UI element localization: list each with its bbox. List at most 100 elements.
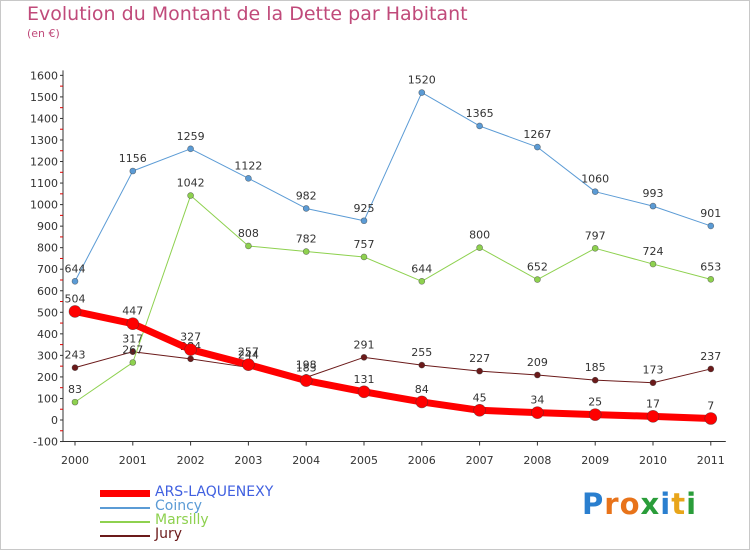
data-point-ars-laquenexy — [126, 317, 140, 331]
x-tick-label: 2006 — [408, 454, 436, 467]
data-point-marsilly — [418, 277, 426, 285]
data-label-coincy: 1060 — [581, 173, 609, 186]
data-label-jury: 243 — [65, 349, 86, 362]
logo-letter: r — [604, 487, 620, 521]
data-point-marsilly — [245, 242, 252, 250]
data-point-coincy — [707, 222, 715, 230]
data-label-ars-laquenexy: 447 — [122, 305, 143, 318]
data-point-jury — [418, 361, 426, 369]
data-label-ars-laquenexy: 257 — [238, 346, 259, 359]
x-tick-label: 2000 — [61, 454, 89, 467]
data-label-ars-laquenexy: 34 — [530, 394, 544, 407]
logo-letter: t — [671, 487, 687, 521]
legend-swatch-marsilly — [100, 521, 150, 523]
x-tick-label: 2002 — [177, 454, 205, 467]
data-label-ars-laquenexy: 45 — [473, 391, 487, 404]
data-point-jury — [187, 355, 194, 363]
data-label-coincy: 1122 — [234, 159, 262, 172]
data-point-jury — [476, 367, 483, 375]
data-label-marsilly: 653 — [700, 260, 721, 273]
chart-title: Evolution du Montant de la Dette par Hab… — [27, 3, 468, 25]
data-point-jury — [591, 376, 599, 384]
y-tick-label: 1000 — [30, 199, 58, 212]
x-tick-label: 2001 — [119, 454, 147, 467]
x-tick-label: 2004 — [292, 454, 320, 467]
x-tick-label: 2003 — [234, 454, 262, 467]
data-point-ars-laquenexy — [415, 395, 429, 409]
data-label-marsilly: 724 — [643, 245, 664, 258]
data-label-coincy: 925 — [354, 202, 375, 215]
data-label-coincy: 993 — [643, 187, 664, 200]
data-label-marsilly: 782 — [296, 233, 317, 246]
data-point-ars-laquenexy — [299, 374, 313, 387]
data-label-marsilly: 800 — [469, 229, 490, 242]
data-label-ars-laquenexy: 7 — [707, 399, 714, 412]
legend-label-marsilly: Marsilly — [155, 512, 209, 528]
data-label-coincy: 1259 — [177, 130, 205, 143]
data-label-jury: 185 — [585, 361, 606, 374]
data-label-marsilly: 644 — [411, 262, 432, 275]
y-tick-label: 1100 — [30, 177, 58, 190]
data-point-marsilly — [129, 359, 137, 366]
data-label-ars-laquenexy: 25 — [588, 396, 602, 409]
data-label-jury: 198 — [296, 358, 317, 371]
data-point-coincy — [187, 145, 194, 153]
data-point-jury — [534, 371, 541, 379]
legend-swatch-coincy — [100, 507, 150, 509]
data-label-coincy: 1156 — [119, 152, 147, 165]
data-point-coincy — [302, 205, 310, 212]
logo-letter: x — [640, 487, 661, 521]
data-point-coincy — [591, 188, 599, 195]
y-tick-label: 1600 — [30, 69, 58, 82]
y-tick-label: 800 — [37, 242, 58, 255]
y-tick-label: 300 — [37, 349, 58, 362]
data-point-coincy — [418, 89, 426, 96]
y-tick-label: -100 — [33, 436, 58, 449]
data-point-ars-laquenexy — [357, 385, 371, 399]
y-tick-label: 1500 — [30, 91, 58, 104]
data-label-ars-laquenexy: 131 — [354, 373, 375, 386]
y-tick-label: 500 — [37, 306, 58, 319]
data-label-coincy: 644 — [65, 262, 86, 275]
logo-letter: i — [660, 487, 672, 521]
data-point-coincy — [534, 143, 541, 151]
data-point-ars-laquenexy — [68, 305, 82, 318]
data-label-ars-laquenexy: 504 — [65, 292, 86, 305]
proxiti-logo: Proxiti — [582, 487, 697, 521]
data-point-coincy — [245, 175, 252, 182]
legend-label-jury: Jury — [155, 526, 183, 542]
data-point-coincy — [129, 167, 137, 175]
data-point-jury — [649, 379, 657, 387]
data-label-jury: 209 — [527, 356, 548, 369]
logo-letter: P — [582, 487, 605, 521]
data-point-jury — [707, 365, 715, 373]
data-label-marsilly: 808 — [238, 227, 259, 240]
data-label-ars-laquenexy: 183 — [296, 362, 317, 375]
y-tick-label: 100 — [37, 392, 58, 405]
legend-swatch-jury — [100, 535, 150, 537]
x-tick-label: 2005 — [350, 454, 378, 467]
data-point-marsilly — [187, 192, 194, 199]
logo-letter: i — [686, 487, 698, 521]
data-label-ars-laquenexy: 17 — [646, 397, 660, 410]
data-point-coincy — [649, 202, 657, 210]
data-point-marsilly — [707, 276, 715, 283]
data-label-marsilly: 1042 — [177, 177, 205, 190]
data-label-coincy: 1267 — [523, 128, 551, 141]
chart-subtitle: (en €) — [27, 27, 60, 40]
y-tick-label: 700 — [37, 263, 58, 276]
data-label-jury: 244 — [238, 348, 259, 361]
x-tick-label: 2007 — [466, 454, 494, 467]
data-label-marsilly: 652 — [527, 261, 548, 274]
y-tick-label: 0 — [51, 414, 58, 427]
data-label-jury: 291 — [354, 338, 375, 351]
data-point-ars-laquenexy — [704, 412, 718, 425]
data-point-marsilly — [476, 244, 483, 251]
data-label-jury: 317 — [122, 333, 143, 346]
data-label-coincy: 982 — [296, 189, 317, 202]
y-tick-label: 1300 — [30, 134, 58, 147]
data-point-ars-laquenexy — [242, 358, 255, 371]
data-label-coincy: 901 — [700, 207, 721, 220]
data-point-marsilly — [302, 248, 310, 255]
